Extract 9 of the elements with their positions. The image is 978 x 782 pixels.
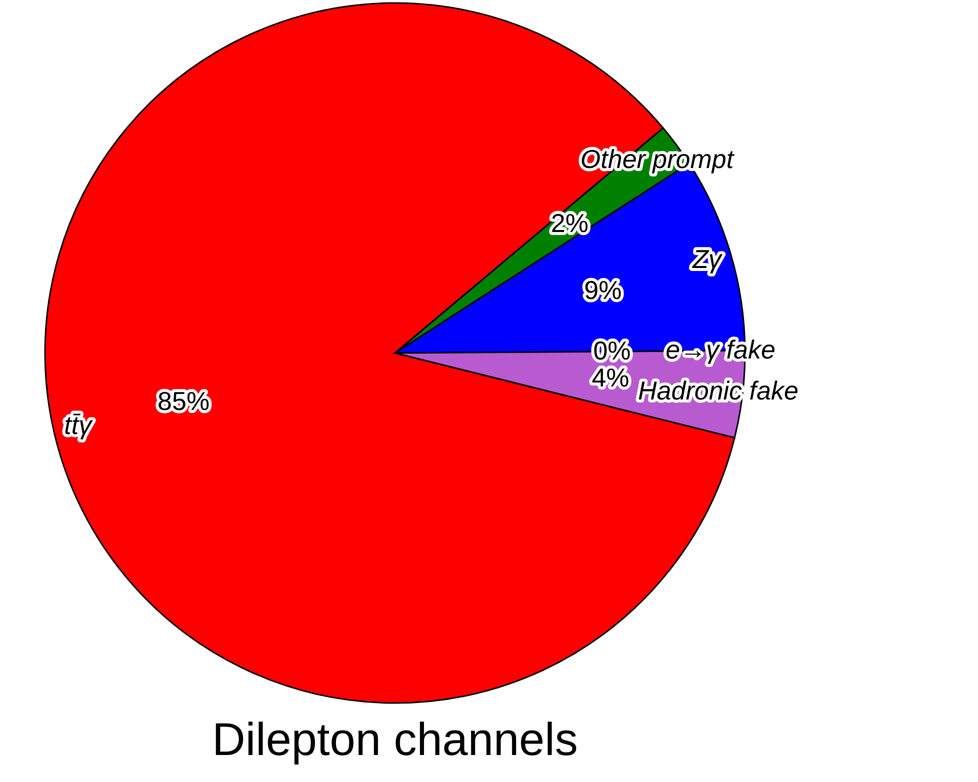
data-label: 4% bbox=[592, 362, 630, 393]
slice-label: Zγ bbox=[691, 244, 724, 274]
data-label: 2% bbox=[550, 208, 588, 238]
data-label: 85% bbox=[158, 386, 210, 416]
text: Dilepton channels bbox=[211, 712, 579, 766]
slice-label: Hadronic fake bbox=[638, 376, 798, 406]
slice-label: tt̄γ bbox=[64, 410, 94, 440]
data-label: 9% bbox=[584, 275, 622, 306]
text: 0% bbox=[593, 335, 631, 366]
